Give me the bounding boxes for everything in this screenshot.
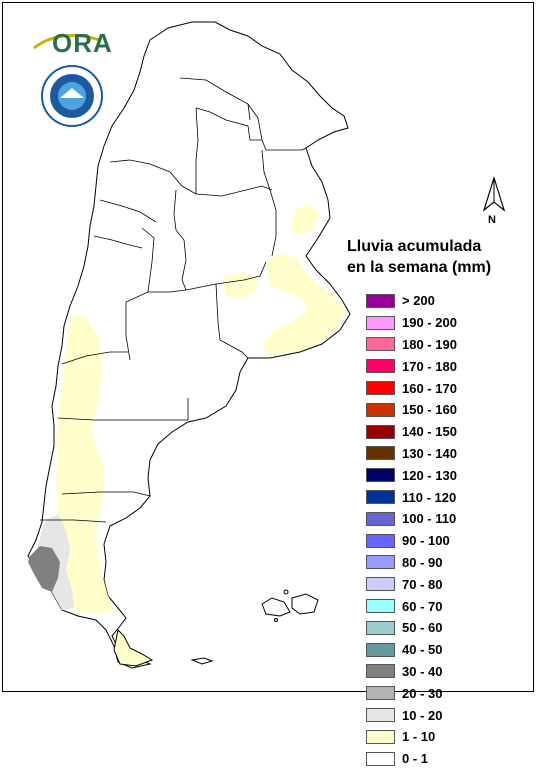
north-arrow-label: N [488, 214, 496, 226]
legend-label: 70 - 80 [402, 576, 443, 592]
argentina-mainland [27, 21, 351, 669]
legend-item: 160 - 170 [366, 377, 457, 399]
legend-title: Lluvia acumulada en la semana (mm) [347, 236, 491, 278]
legend-item: 190 - 200 [366, 312, 457, 334]
legend-label: 130 - 140 [402, 445, 457, 461]
islas-malvinas [261, 589, 319, 622]
legend-item: 0 - 1 [366, 748, 457, 770]
legend-swatch [366, 664, 395, 679]
legend-title-line1: Lluvia acumulada [347, 238, 482, 255]
legend-item: 40 - 50 [366, 639, 457, 661]
ora-logo-text: ORA [52, 28, 113, 58]
legend-item: 1 - 10 [366, 726, 457, 748]
legend-label: 170 - 180 [402, 358, 457, 374]
legend-swatch [366, 729, 395, 744]
legend-label: 0 - 1 [402, 751, 429, 767]
legend-item: 140 - 150 [366, 421, 457, 443]
rainfall-legend: > 200 190 - 200 180 - 190 170 - 180 160 - 17… [366, 290, 457, 770]
legend-item: 110 - 120 [366, 486, 457, 508]
legend-label: 60 - 70 [402, 598, 443, 614]
legend-label: 30 - 40 [402, 663, 443, 679]
legend-item: 150 - 160 [366, 399, 457, 421]
legend-swatch [366, 468, 395, 483]
legend-swatch [366, 751, 395, 766]
north-arrow-icon [482, 176, 506, 212]
legend-item: 80 - 90 [366, 552, 457, 574]
legend-item: 180 - 190 [366, 334, 457, 356]
legend-item: 90 - 100 [366, 530, 457, 552]
legend-swatch [366, 686, 395, 701]
legend-item: 170 - 180 [366, 355, 457, 377]
legend-label: 150 - 160 [402, 402, 457, 418]
legend-item: 100 - 110 [366, 508, 457, 530]
legend-label: 20 - 30 [402, 685, 443, 701]
isla-de-los-estados [190, 657, 214, 665]
legend-swatch [366, 555, 395, 570]
province-boundaries [40, 77, 307, 523]
legend-label: 10 - 20 [402, 707, 443, 723]
rain-zone-1-10-andes [56, 314, 116, 614]
legend-swatch [366, 490, 395, 505]
legend-item: 60 - 70 [366, 595, 457, 617]
legend-item: 10 - 20 [366, 704, 457, 726]
legend-item: 130 - 140 [366, 443, 457, 465]
legend-label: 180 - 190 [402, 336, 457, 352]
rain-zone-1-10-tierra-del-fuego [113, 628, 154, 667]
legend-swatch [366, 359, 395, 374]
legend-item: 30 - 40 [366, 661, 457, 683]
legend-label: 120 - 130 [402, 467, 457, 483]
weather-service-seal-icon [41, 65, 103, 127]
legend-swatch [366, 337, 395, 352]
legend-label: 80 - 90 [402, 554, 443, 570]
legend-swatch [366, 446, 395, 461]
legend-item: 120 - 130 [366, 464, 457, 486]
legend-label: 40 - 50 [402, 642, 443, 658]
legend-label: > 200 [402, 293, 435, 309]
legend-swatch [366, 620, 395, 635]
legend-label: 160 - 170 [402, 380, 457, 396]
legend-swatch [366, 533, 395, 548]
ora-logo-arc-icon [33, 34, 101, 50]
legend-swatch [366, 642, 395, 657]
argentina-rainfall-map [27, 21, 351, 669]
rain-zone-1-10-northeast [290, 204, 320, 236]
legend-label: 50 - 60 [402, 620, 443, 636]
legend-label: 140 - 150 [402, 424, 457, 440]
legend-swatch [366, 577, 395, 592]
legend-swatch [366, 708, 395, 723]
legend-item: 70 - 80 [366, 573, 457, 595]
legend-label: 1 - 10 [402, 729, 436, 745]
legend-label: 100 - 110 [402, 511, 457, 527]
legend-swatch [366, 424, 395, 439]
rain-zone-1-10-buenos-aires [262, 254, 346, 356]
legend-swatch [366, 381, 395, 396]
legend-label: 110 - 120 [402, 489, 457, 505]
legend-title-line2: en la semana (mm) [347, 259, 492, 276]
legend-item: 20 - 30 [366, 682, 457, 704]
legend-item: 50 - 60 [366, 617, 457, 639]
legend-swatch [366, 511, 395, 526]
legend-label: 190 - 200 [402, 315, 457, 331]
legend-item: > 200 [366, 290, 457, 312]
legend-swatch [366, 599, 395, 614]
legend-label: 90 - 100 [402, 533, 450, 549]
legend-swatch [366, 293, 395, 308]
legend-swatch [366, 402, 395, 417]
rain-zone-30-40 [28, 546, 60, 592]
legend-swatch [366, 315, 395, 330]
